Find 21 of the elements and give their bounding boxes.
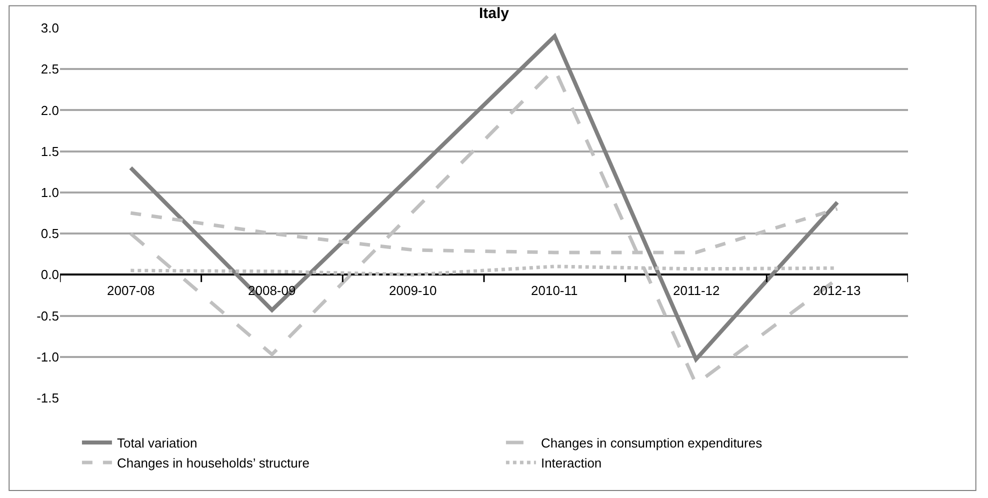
- x-tick-label: 2012-13: [813, 283, 861, 298]
- legend-label: Total variation: [116, 436, 198, 451]
- chart-title: Italy: [478, 4, 510, 22]
- y-tick-label: 0.0: [40, 267, 59, 282]
- x-tick-label: 2010-11: [531, 283, 578, 298]
- y-tick-label: 2.0: [40, 102, 59, 118]
- y-tick-label: 1.0: [40, 184, 59, 200]
- x-tick-label: 2009-10: [389, 283, 437, 298]
- y-tick-label: -1.5: [36, 390, 59, 406]
- legend-label: Changes in consumption expenditures: [540, 436, 763, 451]
- legend-label: Interaction: [540, 456, 602, 471]
- x-tick-label: 2007-08: [107, 283, 155, 298]
- x-tick-label: 2008-09: [248, 283, 296, 298]
- y-tick-label: -1.0: [36, 349, 59, 364]
- y-tick-label: 3.0: [40, 20, 59, 36]
- x-tick-label: 2011-12: [673, 283, 720, 298]
- y-tick-label: 0.5: [40, 226, 59, 242]
- y-tick-label: 1.5: [40, 144, 59, 159]
- legend-label: Changes in households’ structure: [116, 456, 310, 471]
- y-tick-label: -0.5: [36, 308, 59, 324]
- y-tick-label: 2.5: [40, 62, 59, 77]
